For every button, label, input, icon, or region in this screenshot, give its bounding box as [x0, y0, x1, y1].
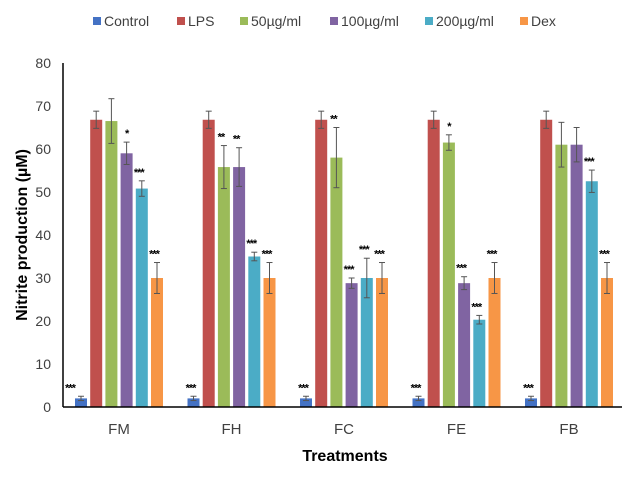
bar-FH-0 [187, 398, 200, 407]
significance-marker: *** [599, 249, 611, 261]
bar-FM-2 [105, 121, 118, 408]
legend-label: 50µg/ml [251, 13, 301, 29]
x-category-label: FC [334, 421, 354, 438]
bar-FE-3 [458, 283, 471, 407]
legend-label: LPS [188, 13, 214, 29]
bar-FE-2 [442, 142, 455, 408]
x-category-label: FM [108, 421, 130, 438]
legend: Control LPS 50µg/ml 100µg/ml 200µg/ml Dex [93, 13, 556, 29]
significance-marker: *** [262, 249, 274, 261]
y-tick-label: 10 [35, 356, 51, 372]
bar-FE-4 [473, 319, 486, 407]
significance-marker: *** [344, 264, 356, 276]
y-tick-label: 40 [35, 227, 51, 243]
legend-swatch [93, 17, 101, 25]
significance-marker: *** [374, 249, 386, 261]
significance-marker: *** [134, 167, 146, 179]
y-axis-ticks: 0 10 20 30 40 50 60 70 80 [35, 55, 51, 415]
y-tick-label: 20 [35, 313, 51, 329]
bar-FM-0 [75, 398, 87, 407]
y-tick-label: 50 [35, 184, 51, 200]
significance-marker: *** [411, 382, 423, 394]
legend-label: Dex [531, 13, 556, 29]
bar-FH-1 [202, 119, 215, 407]
bar-FC-4 [360, 278, 373, 407]
x-axis-title: Treatments [302, 448, 387, 465]
bars: *************** ******************* ******… [65, 98, 613, 408]
x-category-label: FB [559, 421, 578, 438]
bar-FH-2 [217, 167, 230, 407]
bar-FC-0 [300, 398, 312, 407]
bar-FB-2 [555, 144, 568, 407]
significance-marker: *** [149, 249, 161, 261]
significance-marker: *** [523, 382, 535, 394]
significance-marker: ** [330, 114, 338, 126]
legend-label: 200µg/ml [436, 13, 494, 29]
significance-marker: ** [233, 134, 241, 146]
bar-FB-1 [540, 119, 553, 407]
bar-FB-0 [525, 398, 537, 407]
legend-label: Control [104, 13, 149, 29]
y-axis-title: Nitrite production (µM) [14, 149, 31, 321]
bar-FC-1 [315, 119, 328, 407]
significance-marker: *** [359, 244, 371, 256]
legend-label: 100µg/ml [341, 13, 399, 29]
significance-marker: ** [218, 132, 226, 144]
significance-marker: *** [65, 382, 77, 394]
significance-marker: * [447, 121, 452, 133]
y-tick-label: 60 [35, 141, 51, 157]
x-axis-categories: FM FH FC FE FB [108, 421, 578, 438]
significance-marker: * [125, 128, 130, 140]
bar-FM-1 [90, 119, 103, 407]
y-tick-label: 80 [35, 55, 51, 71]
y-tick-label: 30 [35, 270, 51, 286]
legend-swatch [520, 17, 528, 25]
bar-FH-3 [233, 167, 246, 407]
x-category-label: FH [222, 421, 242, 438]
significance-marker: *** [584, 156, 596, 168]
bar-FM-3 [120, 153, 133, 407]
bar-FB-3 [570, 144, 583, 407]
y-tick-label: 0 [43, 399, 51, 415]
significance-marker: *** [246, 238, 258, 250]
bar-FM-4 [135, 188, 148, 407]
x-category-label: FE [447, 421, 466, 438]
bar-FB-5 [601, 278, 613, 407]
bar-FE-5 [488, 278, 501, 407]
significance-marker: *** [186, 382, 198, 394]
bar-FM-5 [151, 278, 163, 407]
bar-FC-3 [345, 283, 358, 407]
legend-swatch [330, 17, 338, 25]
legend-swatch [425, 17, 433, 25]
legend-swatch [240, 17, 248, 25]
bar-FC-2 [330, 157, 343, 407]
y-tick-label: 70 [35, 98, 51, 114]
bar-FE-0 [412, 398, 425, 407]
bar-FH-4 [248, 256, 261, 407]
significance-marker: *** [471, 301, 483, 313]
significance-marker: *** [487, 249, 499, 261]
significance-marker: *** [456, 263, 468, 275]
bar-FB-4 [585, 181, 598, 407]
bar-FC-5 [376, 278, 388, 407]
bar-FH-5 [263, 278, 276, 407]
legend-swatch [177, 17, 185, 25]
significance-marker: *** [298, 382, 310, 394]
bar-FE-1 [427, 119, 440, 407]
